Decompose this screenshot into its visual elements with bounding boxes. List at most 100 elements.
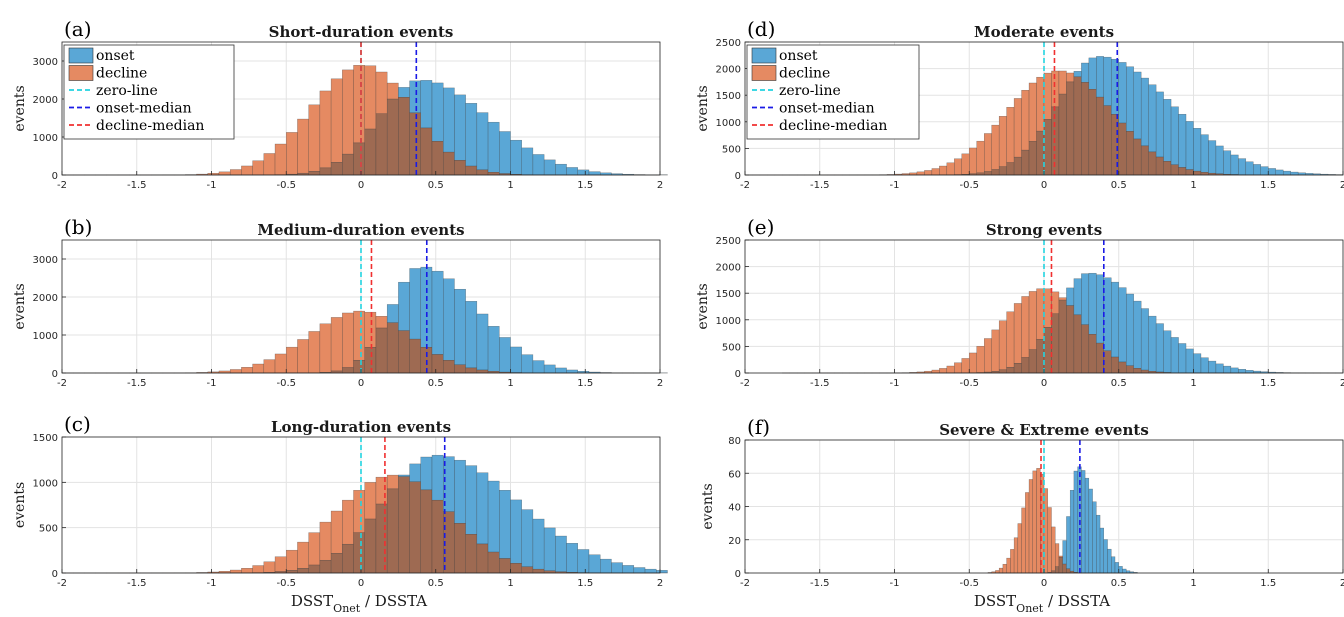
decline-bar [353, 310, 365, 361]
overlap-bar [1062, 563, 1067, 574]
overlap-bar [1028, 349, 1037, 374]
onset-bar [465, 103, 478, 167]
onset-bar [1185, 348, 1194, 374]
overlap-bar [398, 476, 410, 574]
legend-label-zero_line: zero-line [96, 83, 158, 99]
overlap-bar [1043, 119, 1052, 176]
overlap-bar [991, 169, 1000, 176]
decline-bar [286, 132, 298, 175]
decline-bar [252, 565, 265, 573]
onset-bar [499, 490, 511, 559]
onset-bar [409, 80, 421, 114]
overlap-bar [297, 568, 309, 574]
x-label-rest: / DSSTA [1043, 592, 1110, 610]
bars [61, 266, 668, 374]
decline-bar [218, 171, 231, 176]
overlap-bar [308, 564, 321, 574]
overlap-bar [319, 559, 332, 574]
overlap-bar [1036, 339, 1045, 374]
onset-bar [420, 456, 433, 491]
onset-bar [1081, 470, 1086, 574]
overlap-bar [386, 488, 399, 574]
decline-bar [969, 147, 977, 174]
onset-bar [1073, 71, 1082, 78]
decline-bar [1021, 89, 1030, 151]
overlap-bar [1028, 141, 1037, 176]
decline-bar [1036, 288, 1045, 340]
decline-bar [342, 499, 354, 545]
onset-bar [1118, 62, 1127, 124]
overlap-bar [1096, 342, 1104, 374]
overlap-bar [1103, 105, 1112, 176]
decline-legend-swatch [68, 65, 94, 81]
x-tick-label: -1.5 [127, 180, 147, 191]
decline-bar [229, 569, 242, 573]
onset-bar [1118, 287, 1127, 363]
legend-label-decline: decline [96, 66, 147, 82]
overlap-bar [476, 369, 489, 374]
onset-bar [1140, 308, 1149, 371]
decline-bar [1010, 549, 1015, 574]
onset-bar [1230, 367, 1239, 374]
x-tick-label: 0 [358, 378, 364, 389]
overlap-bar [443, 360, 455, 374]
onset-bar [566, 167, 578, 176]
decline-bar [1058, 297, 1067, 301]
bars [782, 272, 1344, 374]
decline-bar [931, 168, 940, 176]
decline-bar [1028, 291, 1037, 350]
y-axis-label: events [695, 85, 711, 131]
decline-bar [1043, 72, 1052, 120]
decline-bar [274, 143, 287, 175]
onset-bar [1245, 161, 1254, 175]
overlap-bar [1140, 145, 1149, 176]
decline-bar [252, 363, 265, 374]
overlap-bar [420, 127, 433, 176]
overlap-bar [476, 169, 489, 176]
decline-bar [1051, 291, 1060, 314]
x-tick-label: 2 [657, 180, 663, 191]
overlap-bar [1193, 170, 1202, 176]
y-tick-label: 500 [39, 524, 58, 535]
x-tick-label: 0.5 [428, 180, 444, 191]
overlap-bar [375, 113, 388, 176]
overlap-bar [431, 141, 444, 176]
y-tick-label: 1000 [33, 133, 58, 144]
onset-bar [543, 364, 556, 374]
decline-bar [984, 133, 992, 172]
onset-bar [532, 518, 545, 570]
onset-bar [1107, 548, 1112, 574]
y-axis-label: events [12, 283, 28, 329]
legend-label-decline: decline [779, 66, 830, 82]
onset-bar [1111, 281, 1119, 358]
overlap-bar [431, 354, 444, 374]
onset-bar [532, 154, 545, 175]
overlap-bar [1066, 305, 1075, 374]
onset-bar [1092, 501, 1097, 574]
decline-legend-swatch [751, 65, 777, 81]
y-tick-label: 1000 [33, 331, 58, 342]
decline-bar [1028, 479, 1033, 574]
decline-bar [991, 329, 1000, 372]
legend-label-decline_median: decline-median [779, 118, 887, 134]
panel-title: Medium-duration events [257, 221, 464, 239]
decline-bar [1043, 288, 1052, 328]
x-tick-label: -2 [57, 180, 67, 191]
x-tick-label: -1.5 [810, 378, 830, 389]
panel-e: -2 -1.5 -1 -0.5 0 0.5 1 1.5 2 0 500 1000 1500 2000 250… [695, 215, 1344, 389]
x-tick-label: 1.5 [577, 578, 593, 589]
x-tick-label: -1 [207, 180, 217, 191]
decline-bar [976, 140, 985, 174]
overlap-bar [409, 112, 421, 176]
overlap-bar [1043, 327, 1052, 374]
onset-bar [1099, 527, 1104, 574]
overlap-bar [998, 166, 1007, 176]
x-tick-label: -0.5 [959, 578, 979, 589]
overlap-bar [330, 553, 343, 574]
y-tick-label: 0 [52, 171, 58, 182]
panel-label: (e) [747, 215, 774, 239]
decline-bar [297, 339, 309, 374]
onset-bar [1208, 360, 1217, 374]
onset-bar [1230, 154, 1239, 175]
onset-bar [1103, 56, 1112, 106]
